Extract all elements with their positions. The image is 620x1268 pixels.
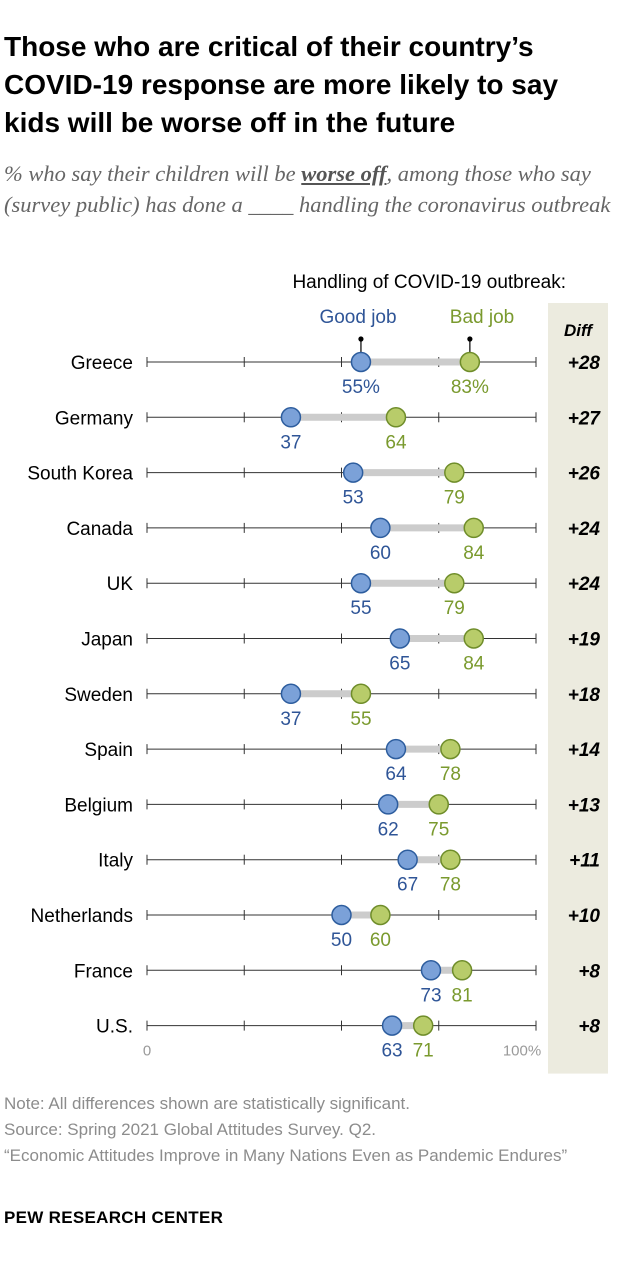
country-label-uk: UK [107,574,134,595]
diff-value-italy: +11 [569,851,600,872]
diff-value-uk: +24 [568,574,601,595]
good-job-value-france: 73 [420,985,441,1006]
bad-job-value-italy: 78 [440,875,461,896]
bad-job-value-japan: 84 [463,654,485,675]
report-title-text: “Economic Attitudes Improve in Many Nati… [4,1146,568,1165]
diff-value-netherlands: +10 [568,906,601,927]
good-job-value-u-s: 63 [381,1041,402,1062]
bad-job-value-sweden: 55 [350,709,371,730]
bad-job-value-france: 81 [452,985,473,1006]
good-job-dot-sweden [280,683,302,705]
country-label-spain: Spain [84,740,133,761]
good-job-value-uk: 55 [350,598,371,619]
good-job-value-japan: 65 [389,654,410,675]
diff-value-u-s: +8 [578,1017,600,1038]
good-job-dot-u-s [381,1015,403,1036]
country-label-canada: Canada [66,519,133,540]
dot-plot-chart: Diff Handling of COVID-19 outbreak: Good j… [27,272,608,1074]
diff-value-greece: +28 [568,353,601,374]
bad-job-dot-italy [440,849,461,870]
country-label-netherlands: Netherlands [31,906,133,927]
legend-bad-label: Bad job [450,307,514,328]
subtitle-emphasis: worse off [301,161,387,186]
good-job-value-germany: 37 [280,432,301,453]
good-job-value-south-korea: 53 [343,488,364,509]
country-label-italy: Italy [98,851,133,872]
good-job-value-canada: 60 [370,543,391,564]
source-text: Source: Spring 2021 Global Attitudes Sur… [4,1120,377,1139]
subtitle-lead: % who say their children will be [4,161,302,186]
country-label-france: France [74,961,133,982]
good-job-value-greece: 55% [342,377,380,398]
diff-column-background [548,303,608,1074]
legend-good-pointer-dot [358,336,364,342]
good-job-dot-canada [370,517,391,539]
bad-job-dot-uk [444,572,465,594]
country-label-greece: Greece [71,353,133,374]
bad-job-value-canada: 84 [463,543,485,564]
chart-footer: Note: All differences shown are statisti… [4,1091,614,1169]
subtitle-rest: , among those who say (survey public) ha… [4,161,611,217]
bad-job-dot-canada [463,517,485,539]
country-label-u-s: U.S. [96,1017,133,1038]
bad-job-value-germany: 64 [385,432,407,453]
good-job-value-netherlands: 50 [331,930,352,951]
x-axis-label-max: 100% [503,1043,541,1060]
diff-value-france: +8 [578,961,600,982]
good-job-value-italy: 67 [397,875,418,896]
country-label-japan: Japan [81,630,133,651]
good-job-value-belgium: 62 [378,819,399,840]
good-job-value-spain: 64 [385,764,407,785]
legend-good-label: Good job [319,307,396,328]
country-label-germany: Germany [55,408,134,429]
good-job-dot-uk [350,572,372,594]
x-axis-label-min: 0 [143,1043,151,1060]
legend-bad-pointer-dot [467,336,473,342]
good-job-dot-japan [389,628,411,649]
diff-value-south-korea: +26 [568,464,601,485]
bad-job-dot-spain [440,738,461,760]
country-label-belgium: Belgium [64,795,133,816]
country-label-sweden: Sweden [64,685,133,706]
bad-job-value-greece: 83% [451,377,489,398]
bad-job-dot-netherlands [370,904,391,926]
pew-research-center-logo-text: PEW RESEARCH CENTER [4,1208,224,1227]
bad-job-dot-belgium [428,794,449,815]
bad-job-value-netherlands: 60 [370,930,391,951]
bad-job-value-uk: 79 [444,598,465,619]
bad-job-value-spain: 78 [440,764,461,785]
bad-job-value-u-s: 71 [413,1041,434,1062]
chart-title: Those who are critical of their country’… [4,31,559,138]
good-job-value-sweden: 37 [280,709,301,730]
good-job-dot-italy [397,849,418,870]
diff-value-sweden: +18 [568,685,601,706]
chart-subtitle: % who say their children will be worse o… [4,158,614,220]
note-text: Note: All differences shown are statisti… [4,1094,410,1113]
bad-job-dot-u-s [412,1015,434,1036]
good-job-dot-france [420,960,442,981]
good-job-dot-netherlands [331,904,352,926]
bad-job-dot-greece [459,351,481,373]
good-job-dot-south-korea [342,462,364,483]
bad-job-value-belgium: 75 [428,819,449,840]
good-job-dot-belgium [377,794,399,815]
diff-header: Diff [564,321,594,340]
diff-value-canada: +24 [568,519,601,540]
handling-header: Handling of COVID-19 outbreak: [292,272,566,293]
diff-value-belgium: +13 [568,795,601,816]
diff-value-germany: +27 [568,408,602,429]
diff-value-japan: +19 [568,630,601,651]
diff-value-spain: +14 [568,740,601,761]
country-label-south-korea: South Korea [27,464,133,485]
bad-job-dot-germany [385,407,407,428]
good-job-dot-spain [385,738,407,760]
bad-job-dot-south-korea [444,462,465,483]
bad-job-dot-france [451,960,473,981]
good-job-dot-germany [280,407,302,428]
good-job-dot-greece [350,351,372,373]
bad-job-dot-japan [463,628,485,649]
bad-job-dot-sweden [350,683,372,705]
bad-job-value-south-korea: 79 [444,488,465,509]
